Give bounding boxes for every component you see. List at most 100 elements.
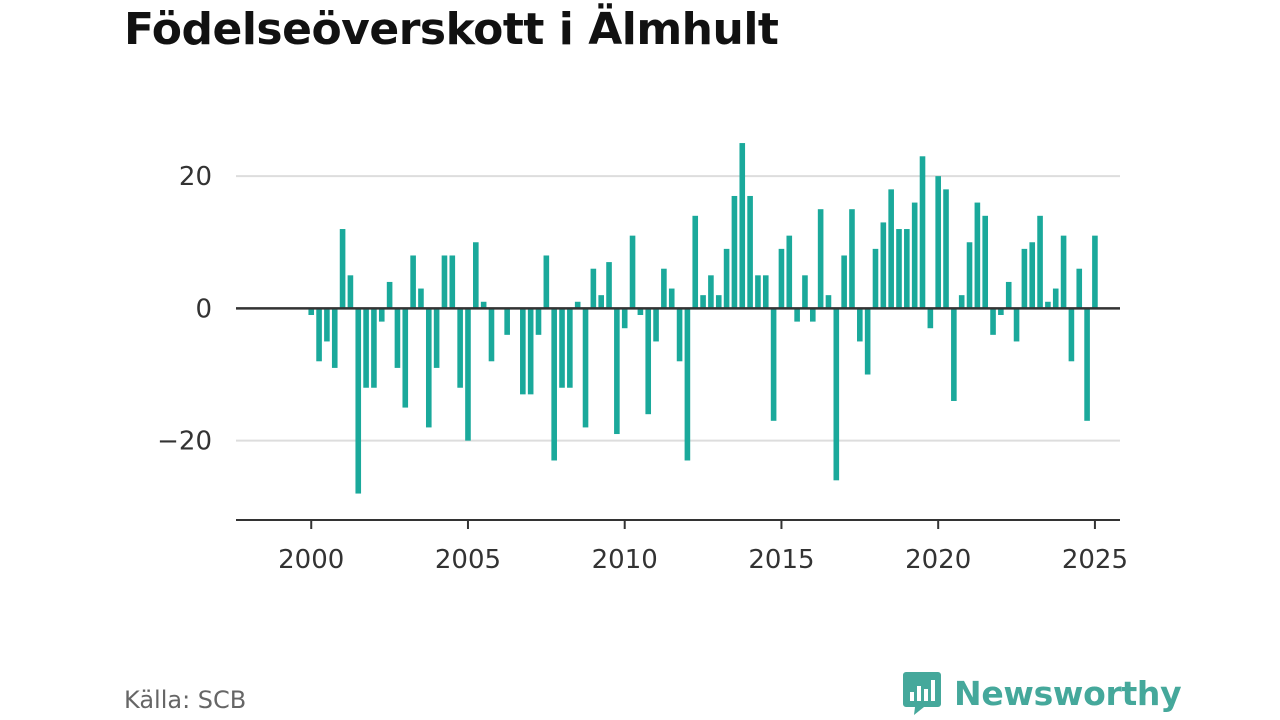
bar — [425, 308, 432, 428]
x-tick-label: 2000 — [278, 545, 344, 575]
bar — [488, 308, 495, 362]
bar — [1037, 215, 1043, 309]
bar — [982, 215, 989, 309]
bar — [668, 288, 675, 309]
bar — [927, 308, 934, 329]
bar — [574, 301, 581, 309]
source-note: Källa: SCB — [124, 686, 247, 714]
bar — [637, 308, 644, 315]
bar — [849, 209, 855, 309]
newsworthy-logo-icon — [903, 672, 941, 715]
bar — [480, 301, 487, 309]
bar — [935, 176, 941, 309]
bar — [1013, 308, 1020, 342]
bar-series — [308, 143, 1098, 494]
bar — [1084, 308, 1090, 421]
bar — [567, 308, 573, 388]
bar — [606, 262, 612, 309]
bar — [331, 308, 338, 368]
x-tick-label: 2025 — [1062, 545, 1128, 575]
bar — [857, 308, 863, 342]
bar — [966, 242, 973, 309]
bar — [316, 308, 322, 362]
grid-lines — [236, 175, 1120, 442]
bar — [371, 308, 377, 388]
bar — [762, 275, 769, 309]
bar — [778, 248, 785, 309]
bar — [645, 308, 652, 415]
brand-name: Newsworthy — [954, 673, 1182, 713]
bar — [473, 242, 479, 309]
bar — [833, 308, 840, 481]
bar — [990, 308, 996, 335]
bar — [402, 308, 409, 408]
bar — [802, 275, 808, 309]
bar — [943, 189, 949, 309]
bar — [1045, 301, 1051, 309]
bar — [520, 308, 526, 395]
bar — [809, 308, 816, 322]
bar — [543, 255, 550, 309]
bar — [1052, 288, 1059, 309]
bar — [1060, 235, 1067, 309]
bar — [394, 308, 401, 368]
bar — [355, 308, 362, 494]
bar — [363, 308, 369, 388]
tick-labels: 20 0 −20 2000 2005 2010 2015 2020 2025 — [157, 162, 1128, 575]
bar — [504, 308, 510, 335]
bar — [324, 308, 330, 342]
bar — [441, 255, 448, 309]
bar — [825, 295, 832, 309]
bar — [715, 295, 722, 309]
bar — [1005, 281, 1012, 309]
bar — [339, 229, 346, 309]
bar — [1029, 242, 1036, 309]
bar — [919, 156, 926, 309]
bar — [684, 308, 691, 461]
bar — [598, 295, 604, 309]
bar — [692, 215, 699, 309]
x-tick-label: 2010 — [592, 545, 658, 575]
x-tick-label: 2005 — [435, 545, 501, 575]
bar — [433, 308, 440, 368]
bar — [864, 308, 871, 375]
bar — [457, 308, 463, 388]
bar — [347, 275, 354, 309]
bar — [794, 308, 800, 322]
bar — [449, 255, 456, 309]
bar — [755, 275, 761, 309]
bar — [465, 308, 471, 441]
bar — [817, 209, 824, 309]
y-tick-label: 0 — [195, 294, 212, 324]
bar — [676, 308, 683, 362]
bar — [535, 308, 542, 335]
y-tick-label: 20 — [179, 162, 212, 192]
bar — [896, 229, 902, 309]
y-tick-label: −20 — [157, 427, 212, 457]
bar — [723, 248, 730, 309]
bar — [998, 308, 1004, 315]
bar — [841, 255, 847, 309]
axes — [236, 307, 1120, 529]
bar — [410, 255, 416, 309]
bar — [386, 281, 393, 309]
bar — [700, 295, 706, 309]
bar — [1076, 268, 1083, 309]
bar — [1068, 308, 1075, 362]
bar — [527, 308, 534, 395]
bar — [786, 235, 793, 309]
bar — [747, 195, 753, 309]
bar — [590, 268, 597, 309]
bar — [1021, 248, 1028, 309]
chart-title: Födelseöverskott i Älmhult — [124, 4, 779, 55]
bar — [551, 308, 557, 461]
bar — [958, 295, 965, 309]
bar — [911, 202, 918, 309]
bar — [872, 248, 879, 309]
bar — [770, 308, 777, 421]
bar — [904, 229, 910, 309]
bar — [621, 308, 628, 329]
brand-logo[interactable]: Newsworthy — [902, 670, 1182, 716]
bar — [661, 268, 667, 309]
bar — [559, 308, 565, 388]
